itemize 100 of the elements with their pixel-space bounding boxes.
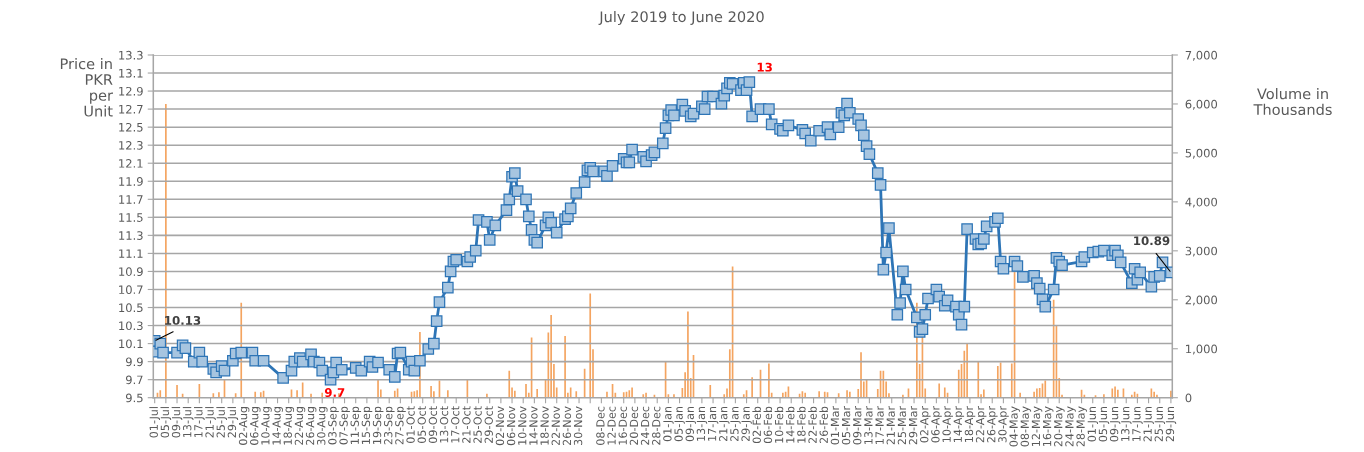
x-tick-label: 25-Jul (216, 407, 227, 438)
y2-tick-label: 4,000 (1185, 197, 1218, 208)
y2-tick-label: 2,000 (1185, 295, 1218, 306)
x-tick-label: 10-Aug (261, 407, 272, 445)
x-tick-label: 18-Feb (797, 406, 806, 443)
x-tick-label: 25-Mar (897, 406, 907, 445)
annotation: 9.7 (324, 388, 345, 397)
x-tick-label: 12-Dec (607, 406, 616, 445)
x-tick-label: 06-Feb (763, 406, 773, 444)
y-tick-label: 11.9 (119, 177, 143, 186)
x-tick-label: 09-Mar (853, 406, 862, 445)
x-tick-label: 08-May (1020, 406, 1032, 447)
x-tick-label: 17-Jun (1132, 406, 1143, 441)
x-tick-label: 02-Nov (495, 406, 505, 446)
x-tick-label: 06-Nov (506, 406, 516, 446)
y2-tick-label: 1,000 (1186, 344, 1218, 355)
x-tick-label: 30-Nov (573, 406, 583, 446)
x-tick-label: 20-May (1054, 406, 1065, 447)
x-tick-label: 01-Oct (406, 406, 415, 443)
x-tick-label: 27-Sep (395, 406, 406, 445)
annotation: 13 (757, 62, 772, 72)
x-tick-label: 14-Aug (272, 407, 283, 445)
x-tick-label: 29-Jun (1165, 406, 1177, 442)
x-tick-label: 17-Mar (875, 406, 884, 444)
x-tick-label: 13-Mar (864, 406, 873, 444)
x-tick-label: 01-Mar (830, 406, 840, 445)
x-tick-label: 13-Jun (1121, 406, 1132, 441)
x-tick-label: 04-May (1009, 406, 1020, 447)
x-tick-label: 14-Feb (785, 406, 795, 443)
x-tick-label: 30-Apr (998, 406, 1009, 443)
y-tick-label: 10.7 (119, 285, 143, 295)
y-tick-label: 12.3 (119, 141, 143, 150)
x-tick-label: 17-Oct (451, 406, 460, 443)
x-tick-label: 16-Dec (618, 406, 627, 445)
x-tick-label: 02-Aug (238, 407, 250, 445)
x-tick-label: 26-Nov (562, 406, 572, 446)
x-tick-label: 28-May (1076, 406, 1087, 447)
y2-tick-label: 5,000 (1185, 148, 1218, 159)
x-tick-label: 09-Oct (428, 406, 438, 443)
y-tick-label: 12.9 (119, 86, 143, 96)
x-tick-label: 26-Aug (305, 407, 317, 445)
x-tick-label: 29-Jul (227, 407, 239, 438)
x-tick-label: 09-Jun (1109, 406, 1121, 442)
x-tick-label: 26-Feb (819, 406, 828, 444)
x-tick-label: 03-Sep (328, 406, 339, 445)
x-tick-label: 25-Jun (1154, 406, 1166, 442)
x-tick-label: 21-Mar (886, 406, 895, 445)
x-tick-label: 05-Jul (160, 407, 172, 438)
x-tick-label: 10-Nov (518, 406, 527, 445)
y-tick-label: 9.9 (125, 357, 143, 367)
x-tick-label: 06-Apr (931, 406, 942, 443)
x-tick-label: 22-Nov (551, 406, 560, 446)
y-tick-label: 9.5 (125, 393, 143, 403)
x-tick-label: 17-Jul (193, 407, 205, 437)
x-tick-label: 11-Sep (350, 406, 362, 444)
y2-tick-label: 3,000 (1185, 246, 1218, 257)
x-tick-label: 28-Dec (652, 406, 661, 445)
x-tick-label: 25-Oct (473, 406, 482, 443)
x-tick-label: 22-Aug (294, 407, 306, 445)
y-tick-label: 12.7 (119, 104, 143, 114)
x-tick-label: 20-Dec (629, 406, 639, 445)
y2-axis-title: Volume in Thousands (1253, 88, 1332, 116)
x-tick-label: 01-Jul (149, 407, 160, 438)
x-tick-label: 22-Feb (808, 406, 817, 444)
x-tick-label: 21-Jul (205, 407, 216, 438)
x-tick-label: 25-Jan (730, 406, 741, 442)
x-tick-label: 18-Nov (540, 406, 549, 445)
y-tick-label: 10.3 (119, 321, 143, 331)
y-tick-label: 11.7 (119, 195, 143, 204)
y-tick-label: 10.9 (119, 267, 143, 276)
x-tick-label: 05-Mar (841, 406, 851, 445)
x-tick-label: 29-Jan (741, 406, 752, 442)
x-tick-label: 12-May (1031, 406, 1043, 446)
chart-title: July 2019 to June 2020 (598, 10, 764, 26)
x-tick-label: 09-Jul (171, 407, 183, 438)
x-tick-label: 13-Jul (182, 407, 194, 437)
x-tick-label: 21-Jan (719, 406, 730, 442)
y-tick-label: 13.3 (119, 50, 143, 60)
x-tick-label: 14-Apr (953, 406, 965, 442)
x-tick-label: 02-Apr (920, 406, 931, 443)
x-tick-label: 22-Apr (975, 406, 987, 443)
y2-tick-label: 7,000 (1185, 50, 1218, 61)
x-tick-label: 24-May (1065, 406, 1076, 447)
x-tick-label: 29-Oct (484, 406, 493, 443)
x-tick-label: 18-Apr (964, 406, 976, 442)
x-tick-label: 05-Jan (674, 406, 685, 442)
y2-tick-label: 0 (1185, 393, 1192, 403)
x-tick-label: 08-Dec (596, 406, 605, 445)
x-tick-label: 05-Oct (417, 406, 426, 443)
x-tick-label: 18-Aug (283, 407, 295, 445)
y-tick-label: 13.1 (119, 68, 143, 78)
x-tick-label: 14-Nov (529, 406, 538, 445)
annotation: 10.89 (1134, 236, 1170, 246)
x-tick-label: 23-Sep (384, 406, 395, 445)
x-tick-label: 01-Jun (1087, 406, 1099, 442)
y-axis-title: Price in PKR per Unit (60, 58, 113, 117)
x-tick-label: 15-Sep (361, 406, 373, 444)
x-tick-label: 26-Apr (987, 406, 998, 443)
x-tick-label: 06-Aug (250, 407, 261, 445)
x-tick-label: 01-Jan (663, 406, 674, 442)
